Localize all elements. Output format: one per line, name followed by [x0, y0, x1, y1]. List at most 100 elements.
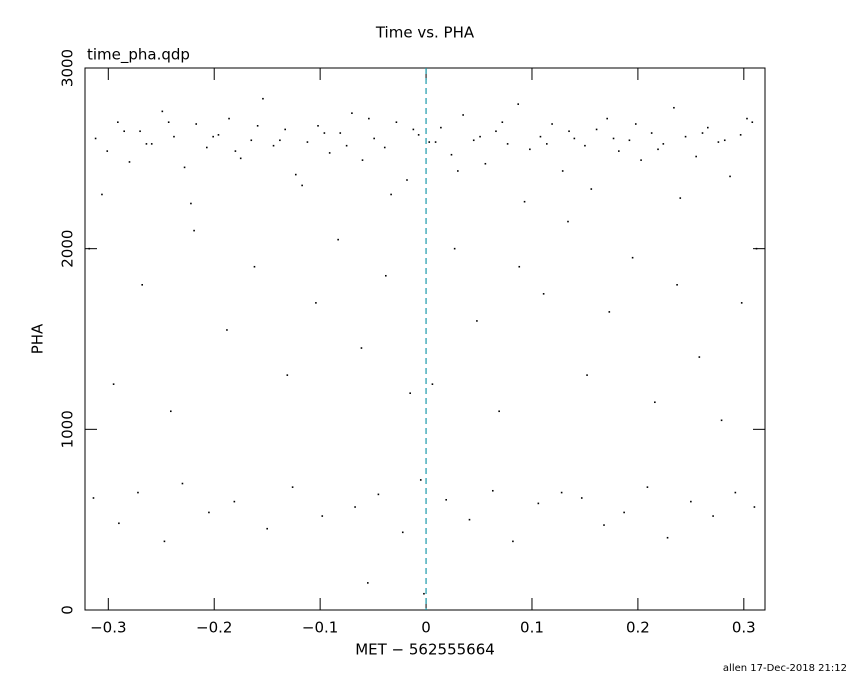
point: [717, 141, 720, 143]
point: [139, 130, 141, 133]
point: [539, 135, 542, 138]
point: [417, 134, 420, 136]
point: [695, 155, 697, 158]
point: [101, 193, 103, 196]
point: [676, 284, 678, 286]
point: [137, 491, 139, 494]
x-tick-label: 0.2: [626, 619, 650, 637]
point: [484, 162, 487, 165]
point: [434, 141, 437, 143]
point: [266, 527, 268, 530]
point: [94, 137, 97, 140]
point: [195, 123, 198, 125]
point: [501, 121, 504, 123]
point: [212, 135, 214, 138]
point: [646, 486, 649, 488]
point: [673, 106, 675, 109]
point: [462, 114, 464, 116]
point: [755, 247, 758, 250]
point: [337, 238, 339, 241]
point: [440, 126, 442, 129]
point: [595, 128, 598, 131]
point: [367, 582, 369, 584]
point: [584, 144, 586, 147]
point: [640, 159, 642, 161]
point: [228, 117, 230, 120]
chart-subtitle: time_pha.qdp: [87, 46, 190, 65]
x-tick-label: 0.1: [520, 619, 544, 637]
point: [250, 139, 253, 142]
point: [323, 132, 326, 134]
y-tick-label: 2000: [59, 230, 77, 268]
point: [690, 500, 692, 503]
point: [568, 130, 570, 133]
point: [628, 139, 631, 142]
point: [284, 128, 286, 131]
point: [423, 592, 425, 595]
point: [453, 247, 456, 250]
point: [406, 179, 408, 181]
point: [253, 265, 256, 268]
plot-frame: [84, 67, 766, 611]
point: [354, 506, 356, 508]
point: [234, 150, 237, 152]
point: [328, 152, 331, 154]
point: [723, 139, 726, 142]
point: [479, 135, 481, 138]
point: [291, 486, 294, 488]
point: [586, 374, 588, 376]
point: [561, 170, 564, 172]
point: [360, 347, 363, 349]
point: [666, 536, 669, 539]
point: [573, 137, 576, 140]
point: [169, 410, 172, 413]
point: [167, 121, 170, 123]
point: [650, 132, 653, 134]
point: [546, 143, 548, 145]
point: [183, 166, 186, 169]
footer: allen 17-Dec-2018 21:12: [723, 663, 847, 674]
point: [457, 170, 459, 172]
point: [256, 125, 259, 127]
point: [368, 117, 370, 120]
point: [518, 265, 521, 268]
point: [729, 175, 731, 178]
point: [339, 132, 342, 134]
point: [468, 518, 471, 521]
point: [321, 515, 324, 517]
point: [551, 123, 553, 125]
point: [512, 540, 514, 543]
point: [128, 161, 131, 163]
point: [590, 188, 593, 190]
point: [662, 143, 665, 145]
point: [181, 482, 184, 485]
point: [123, 130, 125, 133]
chart-title: Time vs. PHA: [375, 24, 475, 42]
point: [141, 284, 143, 286]
point: [163, 540, 166, 543]
point: [351, 112, 353, 114]
point: [657, 148, 659, 151]
point: [698, 356, 701, 358]
point: [190, 202, 192, 205]
x-tick-label: −0.2: [196, 619, 232, 637]
point: [361, 159, 364, 161]
y-tick-label: 3000: [59, 49, 77, 87]
point: [385, 274, 387, 277]
point: [92, 497, 95, 499]
point: [395, 121, 398, 123]
point: [580, 497, 583, 499]
x-axis-label: MET − 562555664: [355, 641, 495, 659]
point: [286, 374, 289, 376]
point: [631, 256, 634, 259]
point: [419, 479, 422, 481]
point: [373, 137, 375, 140]
point: [712, 515, 714, 517]
point: [476, 320, 478, 322]
point: [537, 502, 540, 505]
point: [567, 220, 569, 223]
point: [445, 498, 447, 501]
point: [560, 491, 563, 494]
point: [145, 143, 148, 145]
